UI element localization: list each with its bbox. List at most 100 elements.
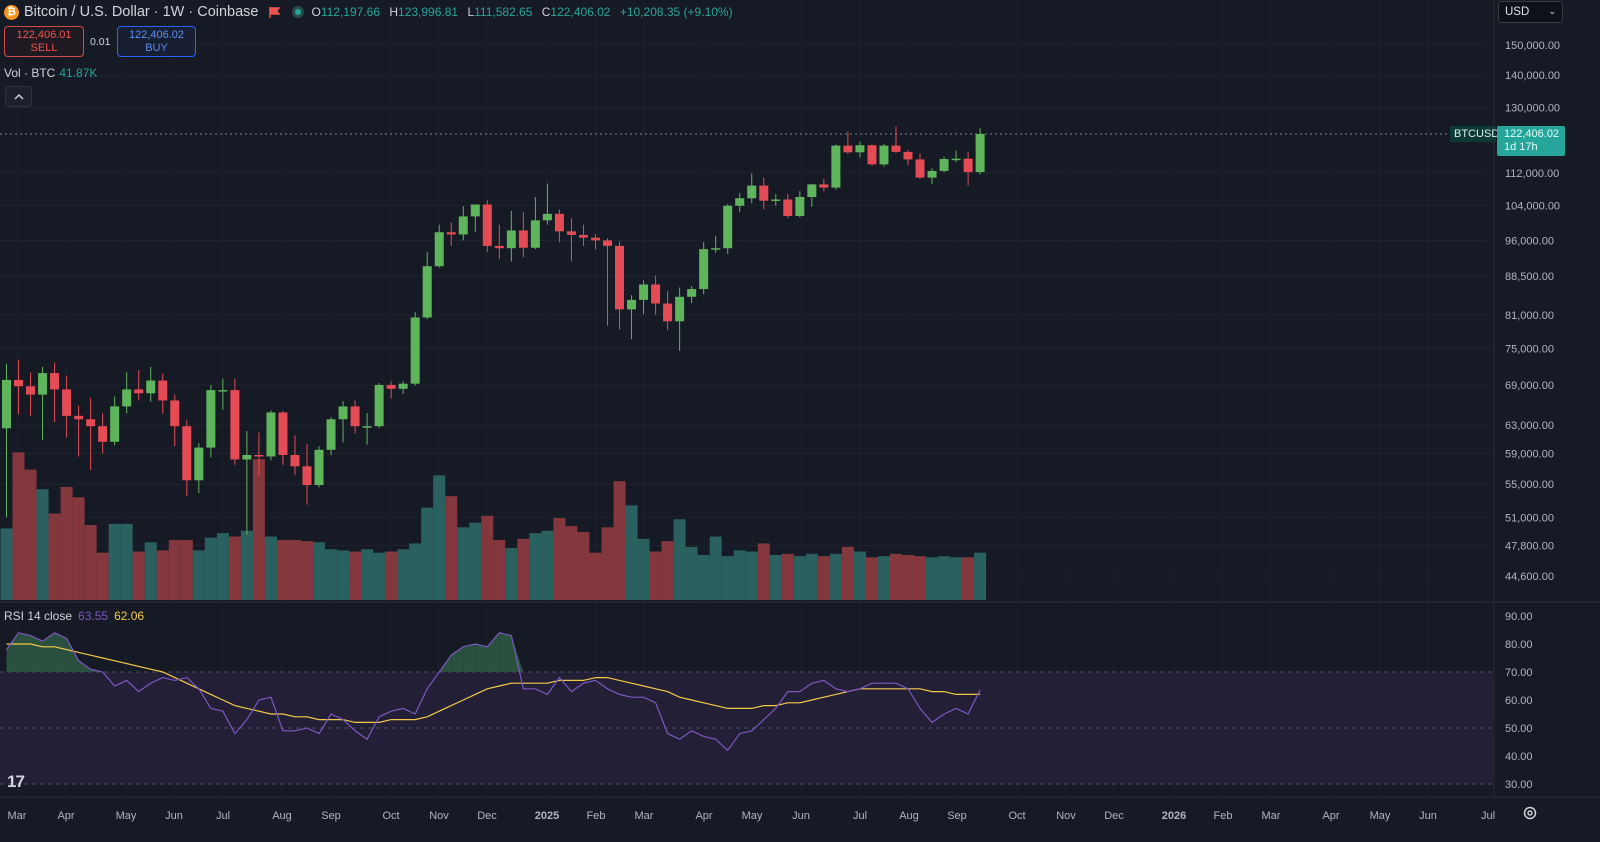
rsi-overbought-fill — [451, 646, 464, 672]
candle-body — [903, 151, 913, 160]
candle-body — [398, 383, 408, 389]
candle-body — [530, 220, 540, 248]
rsi-overbought-fill — [475, 644, 488, 672]
price-tick-label: 81,000.00 — [1505, 310, 1554, 322]
sell-button[interactable]: 122,406.01 SELL — [4, 26, 84, 57]
buy-button[interactable]: 122,406.02 BUY — [117, 26, 196, 57]
candle-body — [927, 170, 937, 178]
gear-icon[interactable] — [1522, 805, 1538, 821]
volume-bar — [505, 548, 518, 600]
time-tick-label: May — [1370, 810, 1391, 822]
rsi-band — [0, 632, 1494, 785]
volume-bar — [48, 513, 61, 600]
candle-body — [843, 145, 853, 153]
volume-bar — [517, 538, 530, 600]
legend-header: ₿ Bitcoin / U.S. Dollar · 1W · Coinbase … — [4, 3, 733, 21]
candle-body — [566, 231, 576, 235]
last-price-tag: 122,406.02 1d 17h — [1497, 126, 1565, 156]
volume-bar — [180, 540, 193, 600]
time-tick-label: Apr — [695, 810, 712, 822]
candle-body — [915, 159, 925, 178]
volume-bar — [553, 518, 566, 600]
rsi-overbought-fill — [487, 632, 500, 672]
price-tick-label: 150,000.00 — [1505, 40, 1560, 52]
candle-body — [687, 289, 697, 297]
candle-body — [218, 390, 228, 392]
market-status-icon[interactable] — [291, 6, 304, 18]
volume-bar — [337, 550, 350, 600]
volume-bar — [84, 525, 97, 600]
volume-bar — [24, 469, 37, 600]
candle-body — [458, 216, 468, 235]
time-tick-label: May — [116, 810, 137, 822]
volume-bar — [168, 540, 181, 600]
volume-bar — [974, 552, 987, 600]
volume-bar — [373, 552, 386, 600]
volume-bar — [793, 556, 806, 600]
axes: 150,000.00 140,000.00 130,000.00 112,000.00… — [8, 40, 1561, 822]
candle-body — [230, 390, 240, 460]
candle-body — [314, 449, 324, 486]
rsi-series — [6, 632, 981, 752]
tradingview-logo[interactable]: 17 — [7, 772, 25, 791]
rsi-overbought-fill — [511, 635, 524, 672]
ohlc-values: O112,197.66 H123,996.81 L111,582.65 C122… — [312, 5, 733, 19]
candle-body — [338, 406, 348, 420]
time-tick-label: Aug — [899, 810, 919, 822]
candle-body — [542, 213, 552, 221]
volume-bar — [325, 549, 338, 600]
spread-value: 0.01 — [90, 36, 111, 48]
volume-legend[interactable]: Vol · BTC 41.87K — [4, 66, 97, 80]
rsi-overbought-fill — [42, 632, 55, 672]
time-tick-label: Jul — [216, 810, 230, 822]
candle-body — [603, 240, 612, 246]
candle-body — [482, 204, 492, 246]
volume-bar — [349, 551, 362, 600]
rsi-ma-value: 62.06 — [114, 609, 145, 623]
price-tick-label: 140,000.00 — [1505, 70, 1560, 82]
candle-body — [254, 454, 264, 457]
candle-body — [627, 299, 637, 310]
rsi-tick-label: 90.00 — [1505, 611, 1533, 623]
time-tick-label: Sep — [947, 810, 967, 822]
candle-body — [350, 406, 360, 427]
time-tick-label: Jul — [853, 810, 867, 822]
volume-bar — [264, 536, 277, 600]
volume-bar — [829, 553, 842, 600]
candle-body — [206, 390, 216, 448]
price-tick-label: 55,000.00 — [1505, 479, 1554, 491]
rsi-tick-label: 40.00 — [1505, 751, 1533, 763]
volume-bar — [216, 533, 229, 600]
volume-bar — [769, 555, 782, 600]
volume-bar — [733, 550, 746, 600]
volume-bar — [950, 557, 963, 600]
volume-bar — [625, 505, 638, 600]
volume-bar — [962, 557, 975, 600]
volume-bar — [938, 556, 951, 600]
volume-bar — [240, 530, 253, 600]
candle-body — [795, 197, 805, 216]
time-tick-label: Jul — [1481, 810, 1495, 822]
bar-countdown: 1d 17h — [1504, 141, 1538, 153]
currency-select[interactable]: USD ⌄ — [1498, 1, 1563, 23]
candle-body — [891, 145, 901, 152]
rsi-overbought-fill — [30, 635, 43, 672]
collapse-legend-button[interactable] — [5, 86, 32, 107]
candle-body — [494, 245, 504, 249]
candle-body — [578, 234, 588, 238]
candle-body — [783, 199, 793, 216]
volume-bar — [529, 533, 542, 600]
candle-body — [38, 373, 48, 395]
volume-bar — [252, 459, 265, 600]
volume-bar — [853, 551, 866, 600]
bitcoin-icon[interactable]: ₿ — [4, 4, 19, 20]
volume-bar — [276, 540, 289, 600]
candle-body — [651, 284, 661, 304]
symbol-title[interactable]: Bitcoin / U.S. Dollar · 1W · Coinbase — [24, 4, 259, 20]
flag-icon[interactable] — [268, 6, 280, 18]
volume-bar — [781, 553, 794, 600]
price-tick-label: 51,000.00 — [1505, 512, 1554, 524]
rsi-legend[interactable]: RSI 14 close 63.55 62.06 — [4, 609, 144, 623]
rsi-overbought-fill — [18, 632, 31, 672]
